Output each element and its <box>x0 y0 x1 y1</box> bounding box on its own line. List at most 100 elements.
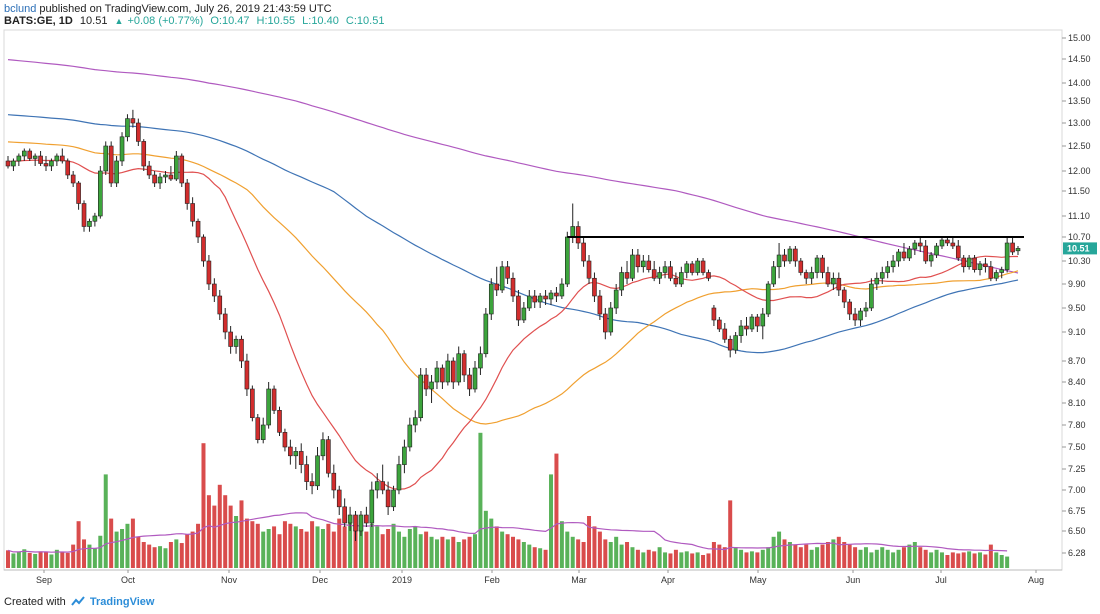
volume-bar <box>684 551 689 568</box>
candle-body <box>38 155 43 164</box>
y-tick-label: 11.10 <box>1068 211 1090 221</box>
candle-body <box>907 248 912 259</box>
candle-body <box>662 266 668 273</box>
candle-body <box>619 272 624 291</box>
candle-body <box>858 310 863 321</box>
volume-bar <box>880 547 885 568</box>
candle-body <box>923 245 928 262</box>
candle-body <box>488 283 494 315</box>
volume-bar <box>945 555 950 568</box>
volume-bar <box>988 544 993 568</box>
volume-bar <box>369 523 374 568</box>
volume-bar <box>891 552 896 568</box>
tradingview-brand[interactable]: TradingView <box>89 596 155 608</box>
candle-body <box>222 313 228 333</box>
y-tick-label: 7.80 <box>1068 420 1086 430</box>
candle-body <box>668 266 673 279</box>
candle-body <box>955 245 961 259</box>
volume-bar <box>641 552 646 568</box>
volume-bar <box>597 531 602 568</box>
volume-bar <box>326 523 331 568</box>
up-arrow-icon: ▲ <box>114 16 124 26</box>
volume-bar <box>766 547 771 568</box>
y-tick-label: 10.70 <box>1068 232 1091 242</box>
volume-bar <box>174 539 179 568</box>
candle-body <box>803 272 809 279</box>
candle-body <box>760 313 766 327</box>
publisher-name[interactable]: bclund <box>4 3 37 15</box>
volume-bar <box>771 536 776 568</box>
volume-bar <box>532 547 537 568</box>
volume-bar <box>212 505 217 568</box>
candle-body <box>81 203 87 227</box>
candle-body <box>304 464 309 482</box>
candle-body <box>98 170 103 217</box>
y-tick-label: 12.00 <box>1068 166 1091 176</box>
volume-bar <box>109 518 114 568</box>
volume-bar <box>608 542 613 568</box>
volume-bar <box>130 518 135 568</box>
candle-body <box>315 455 320 487</box>
close-value: C:10.51 <box>345 15 385 27</box>
volume-bar <box>386 529 391 568</box>
symbol-label[interactable]: BATS:GE, 1D <box>4 15 73 27</box>
volume-bar <box>701 555 706 568</box>
volume-bar <box>125 523 130 568</box>
volume-bar <box>885 549 890 568</box>
volume-bar <box>22 549 27 568</box>
candle-body <box>863 307 869 312</box>
volume-bar <box>994 552 999 568</box>
volume-bar <box>663 552 668 568</box>
ma-200-line <box>7 59 1019 274</box>
volume-bar <box>587 516 592 568</box>
candle-body <box>847 301 852 315</box>
candle-body <box>814 257 820 273</box>
candle-body <box>347 514 353 524</box>
volume-bar <box>815 547 820 568</box>
volume-bar <box>809 549 814 568</box>
candle-body <box>733 335 738 351</box>
candle-body <box>342 506 347 524</box>
candle-body <box>945 239 950 244</box>
candle-body <box>336 489 342 508</box>
volume-bar <box>939 552 944 568</box>
candle-body <box>70 174 76 184</box>
candle-body <box>841 289 847 303</box>
volume-bar <box>847 544 852 568</box>
candle-body <box>624 272 630 279</box>
x-tick-label: May <box>749 575 767 585</box>
volume-bar <box>679 552 684 568</box>
candle-body <box>293 451 299 457</box>
volume-bar <box>92 548 97 568</box>
candle-body <box>380 481 385 491</box>
candle-body <box>483 313 489 355</box>
candle-body <box>722 328 728 340</box>
volume-bar <box>549 474 554 568</box>
volume-bar <box>869 552 874 568</box>
candle-body <box>440 367 445 383</box>
candle-body <box>271 388 277 411</box>
candle-body <box>999 269 1005 273</box>
candle-body <box>597 295 603 315</box>
candle-body <box>374 481 380 491</box>
volume-bar <box>429 536 434 568</box>
volume-bar <box>418 534 423 568</box>
volume-bar <box>337 518 342 568</box>
candle-body <box>912 242 918 250</box>
volume-bar <box>250 521 255 568</box>
volume-bar <box>543 549 548 568</box>
price-chart[interactable]: 15.00 14.50 14.00 13.50 13.00 12.50 12.00 11.50… <box>0 0 1100 596</box>
candle-body <box>244 360 250 390</box>
candle-body <box>418 374 423 418</box>
candle-body <box>108 145 114 184</box>
candle-body <box>260 424 266 440</box>
candle-body <box>896 251 901 262</box>
y-tick-label: 6.75 <box>1068 506 1086 516</box>
volume-bar <box>147 544 152 568</box>
candle-body <box>141 141 147 167</box>
candle-body <box>450 360 456 383</box>
volume-bar <box>527 544 532 568</box>
volume-bar <box>451 536 456 568</box>
x-tick-label: Oct <box>121 575 136 585</box>
volume-bar <box>310 521 315 568</box>
